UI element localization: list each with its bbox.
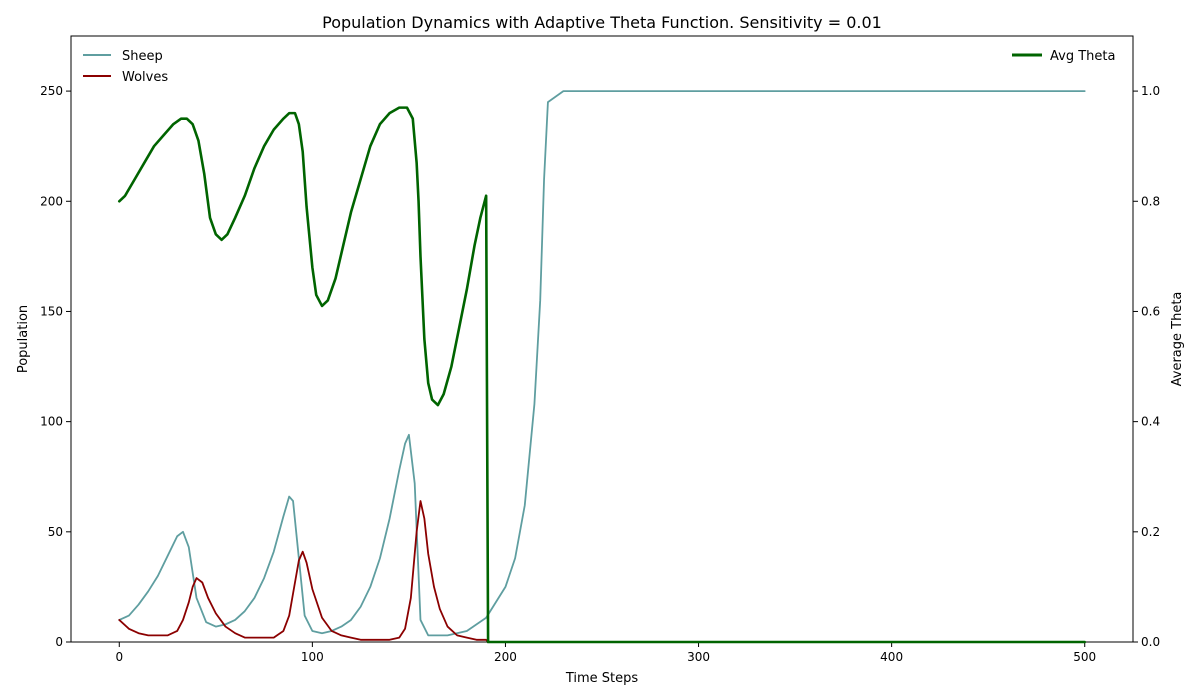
y2-tick-label: 0.4 <box>1141 415 1160 429</box>
y2-axis-ticks: 0.0 0.2 0.4 0.6 0.8 1.0 <box>1133 84 1160 649</box>
avg-theta-line <box>117 106 1087 644</box>
legend-sheep-label: Sheep <box>122 49 163 64</box>
y-tick-label: 0 <box>55 635 63 649</box>
x-axis-title: Time Steps <box>565 671 639 686</box>
x-tick-label: 100 <box>301 650 324 664</box>
plot-frame <box>70 35 1134 643</box>
y2-tick-label: 0.8 <box>1141 194 1160 208</box>
x-tick-label: 400 <box>880 650 903 664</box>
y-tick-label: 200 <box>40 194 63 208</box>
y2-tick-label: 0.0 <box>1141 635 1160 649</box>
series-layer <box>117 90 1087 644</box>
y-tick-label: 100 <box>40 415 63 429</box>
legend-left: Sheep Wolves <box>83 49 168 85</box>
x-tick-label: 0 <box>115 650 123 664</box>
legend-wolves-label: Wolves <box>122 70 168 85</box>
x-tick-label: 200 <box>494 650 517 664</box>
y2-tick-label: 0.2 <box>1141 525 1160 539</box>
y-tick-label: 250 <box>40 84 63 98</box>
y-axis-ticks: 0 50 100 150 200 250 <box>40 84 71 649</box>
chart-title: Population Dynamics with Adaptive Theta … <box>322 13 882 32</box>
y2-axis-title: Average Theta <box>1170 292 1185 387</box>
y2-tick-label: 1.0 <box>1141 84 1160 98</box>
sheep-line <box>118 90 1086 637</box>
wolves-line <box>118 500 1086 643</box>
y-tick-label: 150 <box>40 304 63 318</box>
x-tick-label: 500 <box>1073 650 1096 664</box>
y-axis-title: Population <box>16 305 31 373</box>
x-axis-ticks: 0 100 200 300 400 500 <box>115 642 1096 664</box>
legend-theta-label: Avg Theta <box>1050 49 1115 64</box>
y2-tick-label: 0.6 <box>1141 304 1160 318</box>
y-tick-label: 50 <box>48 525 63 539</box>
legend-right: Avg Theta <box>1012 49 1115 64</box>
x-tick-label: 300 <box>687 650 710 664</box>
